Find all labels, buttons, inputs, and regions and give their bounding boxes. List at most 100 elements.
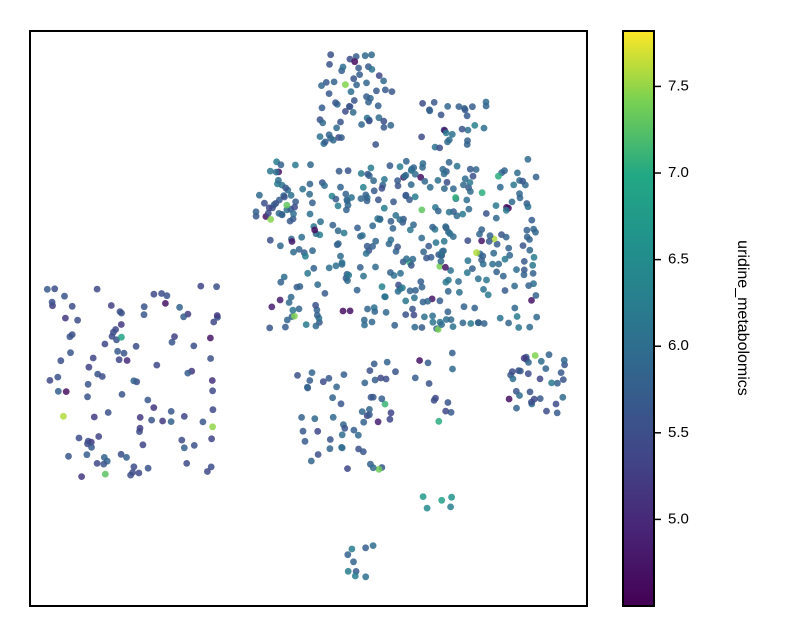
data-point bbox=[298, 414, 305, 421]
data-point bbox=[332, 195, 340, 203]
data-point bbox=[502, 233, 510, 241]
data-point bbox=[361, 379, 369, 387]
data-point bbox=[54, 387, 62, 395]
data-point bbox=[370, 360, 378, 368]
data-point bbox=[466, 179, 474, 186]
data-point bbox=[278, 211, 286, 219]
data-point bbox=[471, 122, 479, 129]
data-point bbox=[118, 391, 126, 398]
data-point bbox=[542, 365, 550, 372]
data-point bbox=[117, 321, 125, 328]
data-point bbox=[531, 352, 539, 359]
data-point bbox=[469, 265, 476, 272]
data-point bbox=[528, 398, 535, 406]
data-point bbox=[505, 244, 513, 252]
data-point bbox=[337, 118, 344, 126]
data-point bbox=[321, 182, 328, 190]
data-point bbox=[309, 247, 316, 255]
data-point bbox=[150, 404, 158, 411]
data-point bbox=[461, 175, 469, 183]
data-point bbox=[302, 252, 309, 260]
data-point bbox=[449, 323, 457, 330]
data-point bbox=[54, 373, 62, 381]
data-point bbox=[410, 221, 417, 229]
data-point bbox=[411, 193, 419, 201]
data-point bbox=[299, 185, 307, 193]
data-point bbox=[338, 259, 346, 266]
data-point bbox=[436, 144, 444, 152]
data-point bbox=[326, 445, 334, 453]
data-point bbox=[478, 189, 486, 197]
data-point bbox=[366, 367, 374, 374]
data-point bbox=[358, 408, 366, 415]
data-point bbox=[419, 100, 426, 107]
data-point bbox=[520, 258, 528, 265]
data-point bbox=[329, 136, 337, 144]
data-point bbox=[396, 216, 404, 224]
data-point bbox=[209, 406, 217, 414]
data-point bbox=[548, 379, 555, 387]
data-point bbox=[136, 424, 144, 432]
data-point bbox=[325, 374, 333, 382]
data-point bbox=[447, 503, 454, 511]
data-point bbox=[104, 409, 112, 416]
data-point bbox=[438, 321, 445, 328]
data-point bbox=[380, 124, 388, 131]
data-point bbox=[362, 544, 369, 552]
data-point bbox=[83, 451, 91, 459]
data-point bbox=[463, 196, 471, 204]
data-point bbox=[461, 106, 469, 114]
data-point bbox=[482, 98, 490, 106]
data-point bbox=[78, 473, 85, 480]
data-point bbox=[469, 172, 477, 180]
data-point bbox=[416, 357, 423, 364]
data-point bbox=[450, 185, 457, 193]
data-point bbox=[213, 312, 221, 319]
data-point bbox=[418, 133, 425, 141]
data-point bbox=[337, 400, 345, 408]
data-point bbox=[381, 400, 389, 408]
data-point bbox=[312, 301, 319, 309]
data-point bbox=[499, 272, 507, 280]
data-point bbox=[88, 443, 95, 451]
data-point bbox=[519, 177, 527, 185]
data-point bbox=[394, 182, 402, 190]
data-point bbox=[482, 210, 490, 217]
colorbar-tick-label: 5.0 bbox=[668, 510, 689, 527]
data-point bbox=[480, 124, 488, 132]
data-point bbox=[210, 318, 218, 326]
data-point bbox=[363, 242, 371, 250]
data-point bbox=[153, 361, 161, 369]
data-point bbox=[425, 242, 433, 250]
data-point bbox=[197, 282, 205, 290]
colorbar-tick-label: 7.0 bbox=[668, 164, 689, 181]
data-point bbox=[368, 318, 376, 326]
data-point bbox=[120, 349, 128, 357]
data-point bbox=[360, 316, 368, 324]
data-point bbox=[448, 349, 456, 357]
data-point bbox=[407, 261, 415, 269]
data-point bbox=[150, 290, 158, 298]
colorbar-tick-label: 6.0 bbox=[668, 337, 689, 354]
data-point bbox=[465, 205, 473, 213]
data-point bbox=[528, 297, 535, 304]
data-point bbox=[533, 313, 541, 321]
data-point bbox=[349, 109, 357, 116]
data-point bbox=[266, 167, 274, 175]
data-point bbox=[368, 51, 375, 59]
data-point bbox=[295, 305, 303, 313]
data-point bbox=[359, 183, 367, 191]
data-point bbox=[204, 468, 211, 475]
data-point bbox=[554, 379, 561, 387]
data-point bbox=[425, 380, 433, 387]
data-point bbox=[344, 551, 352, 559]
data-point bbox=[383, 358, 391, 366]
data-point bbox=[168, 338, 176, 346]
data-point bbox=[370, 177, 377, 185]
data-point bbox=[430, 397, 438, 404]
data-point bbox=[276, 296, 284, 304]
data-point bbox=[437, 257, 445, 265]
data-point bbox=[375, 196, 382, 204]
data-point bbox=[406, 287, 414, 295]
data-point bbox=[307, 161, 314, 169]
